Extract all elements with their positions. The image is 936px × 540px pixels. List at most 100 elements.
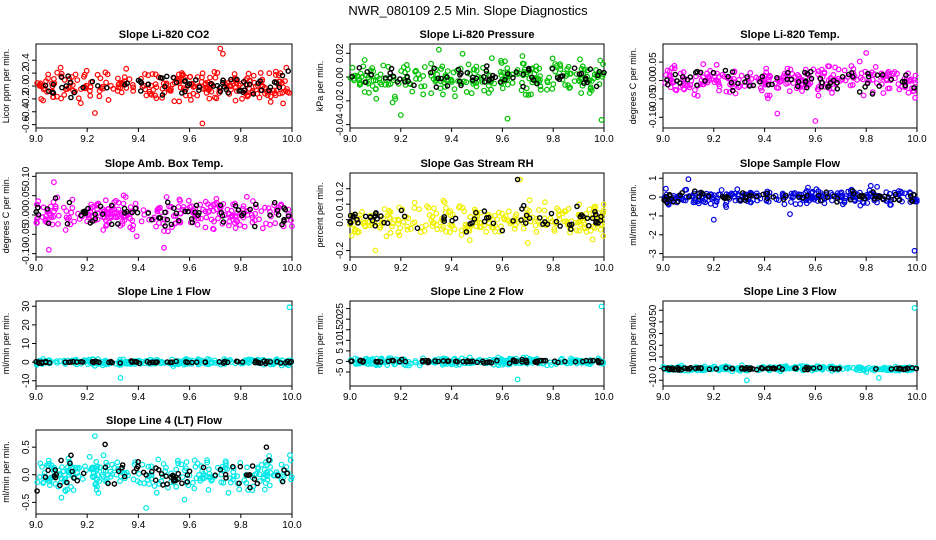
data-point: [865, 364, 872, 371]
data-point: [265, 205, 272, 212]
panel-line-4-lt-flow: Slope Line 4 (LT) Flow 9.0 9.2 9.4 9.6 9.8 10.…: [1, 415, 302, 531]
data-point: [175, 460, 182, 467]
x-tick-label: 10.0: [594, 263, 614, 274]
data-point: [68, 452, 74, 459]
data-point: [750, 82, 757, 89]
data-point: [202, 224, 209, 231]
data-point: [757, 79, 763, 85]
data-point: [590, 357, 596, 364]
panel-title-amb-box-temp: Slope Amb. Box Temp.: [105, 158, 224, 170]
data-point: [589, 236, 596, 243]
data-point: [258, 208, 265, 215]
y-tick-label: -0.04: [335, 113, 346, 136]
data-point: [230, 476, 236, 483]
data-point: [593, 219, 599, 226]
data-point: [258, 461, 265, 468]
data-point: [278, 461, 285, 468]
data-point: [111, 481, 118, 487]
data-point: [774, 110, 781, 117]
data-point: [464, 70, 471, 76]
data-point: [705, 193, 712, 199]
data-point: [748, 365, 754, 371]
data-point: [152, 71, 159, 78]
data-point: [37, 460, 44, 467]
data-point: [129, 209, 135, 216]
data-point: [887, 201, 893, 208]
x-tick-label: 10.0: [907, 263, 927, 274]
y-tick-label: 0.5: [21, 440, 32, 454]
data-point: [832, 64, 838, 71]
data-point: [237, 221, 243, 228]
y-tick-label: -2: [648, 230, 659, 239]
series-selected-li820-co2: [42, 68, 292, 101]
data-point: [102, 197, 109, 204]
data-point: [409, 88, 416, 95]
data-point: [153, 84, 160, 90]
data-point: [96, 93, 103, 100]
data-point: [871, 195, 878, 202]
data-point: [243, 193, 250, 200]
data-point: [763, 65, 770, 72]
data-point: [481, 87, 488, 94]
data-point: [449, 79, 455, 85]
data-point: [834, 86, 841, 92]
data-point: [781, 70, 788, 77]
data-point: [553, 218, 560, 225]
x-tick-label: 9.4: [445, 263, 459, 274]
data-point: [223, 86, 230, 93]
data-point: [738, 365, 745, 371]
data-point: [536, 215, 543, 221]
data-point: [669, 65, 675, 71]
data-point: [404, 66, 411, 73]
data-point: [738, 72, 745, 79]
data-point: [50, 213, 57, 220]
data-point: [499, 210, 505, 217]
data-point: [374, 359, 381, 365]
data-point: [490, 220, 497, 227]
data-point: [912, 94, 918, 101]
data-point: [510, 74, 516, 81]
data-point: [181, 78, 188, 85]
data-point: [196, 87, 202, 93]
data-point: [402, 358, 409, 365]
data-point: [193, 202, 200, 209]
data-point: [279, 89, 286, 96]
data-point: [100, 208, 107, 215]
data-point: [117, 375, 124, 381]
data-point: [34, 479, 41, 486]
data-point: [157, 215, 164, 221]
data-point: [821, 70, 828, 77]
data-point: [64, 220, 71, 227]
data-point: [551, 228, 558, 235]
data-point: [132, 205, 139, 212]
data-point: [771, 365, 777, 372]
data-point: [391, 93, 398, 100]
data-point: [370, 77, 377, 84]
data-point: [148, 472, 155, 478]
data-point: [168, 474, 174, 480]
data-point: [788, 199, 794, 205]
data-point: [855, 364, 861, 371]
data-point: [148, 463, 155, 470]
panel-title-li820-co2: Slope Li-820 CO2: [119, 29, 209, 41]
panel-li820-pressure: Slope Li-820 Pressure 9.0 9.2 9.4 9.6 9.8 10.0…: [315, 29, 614, 145]
data-point: [64, 479, 70, 486]
data-point: [459, 50, 466, 57]
data-point: [850, 74, 856, 80]
data-point: [51, 208, 57, 215]
data-point: [542, 357, 549, 364]
data-point: [186, 204, 193, 211]
data-point: [892, 191, 899, 198]
series-selected-li820-temp: [664, 67, 917, 97]
data-point: [591, 205, 598, 212]
data-point: [155, 456, 162, 463]
y-tick-label: 0.2: [21, 66, 32, 80]
data-point: [522, 91, 529, 98]
data-point: [664, 67, 671, 74]
data-point: [281, 467, 287, 473]
data-point: [96, 88, 103, 94]
data-point: [414, 225, 421, 231]
data-point: [808, 190, 815, 197]
panel-amb-box-temp: Slope Amb. Box Temp. 9.0 9.2 9.4 9.6 9.8 10.0 -…: [1, 158, 302, 274]
data-point: [416, 76, 423, 82]
